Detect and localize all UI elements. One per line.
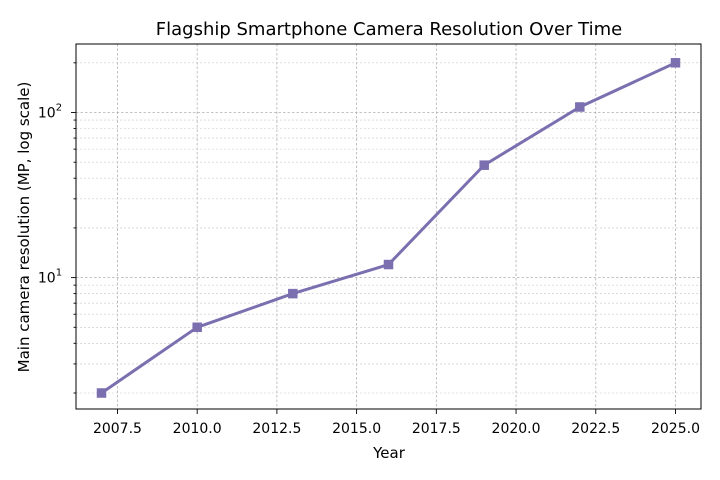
- x-tick-label: 2015.0: [332, 421, 381, 437]
- chart-title: Flagship Smartphone Camera Resolution Ov…: [156, 19, 622, 40]
- x-tick-label: 2010.0: [173, 421, 222, 437]
- x-tick-label: 2017.5: [412, 421, 461, 437]
- data-series: [96, 58, 681, 398]
- y-tick-label: 102: [38, 103, 62, 122]
- data-point: [479, 160, 489, 170]
- data-point: [288, 288, 298, 299]
- data-point: [96, 388, 107, 398]
- x-tick-label: 2020.0: [492, 421, 541, 437]
- y-tick-exponent: 2: [56, 103, 62, 114]
- grid-lines: [76, 44, 701, 409]
- y-tick-base: 10: [38, 106, 56, 122]
- data-point: [575, 102, 585, 112]
- axis-ticks: 2007.5 2010.0 2012.5 2015.0 2017.5 2020.0 2022…: [38, 62, 700, 437]
- data-point: [670, 58, 681, 68]
- y-tick-label: 101: [38, 268, 62, 287]
- x-tick-label: 2025.0: [651, 421, 700, 437]
- x-axis-label: Year: [372, 444, 406, 462]
- plot-frame: [75, 43, 702, 410]
- data-point: [383, 259, 394, 270]
- y-tick-base: 10: [38, 271, 56, 287]
- x-tick-label: 2007.5: [93, 421, 142, 437]
- y-tick-exponent: 1: [56, 268, 62, 279]
- data-point: [192, 322, 202, 333]
- y-axis-label: Main camera resolution (MP, log scale): [15, 82, 33, 373]
- x-tick-label: 2022.5: [571, 421, 620, 437]
- x-tick-label: 2012.5: [252, 421, 301, 437]
